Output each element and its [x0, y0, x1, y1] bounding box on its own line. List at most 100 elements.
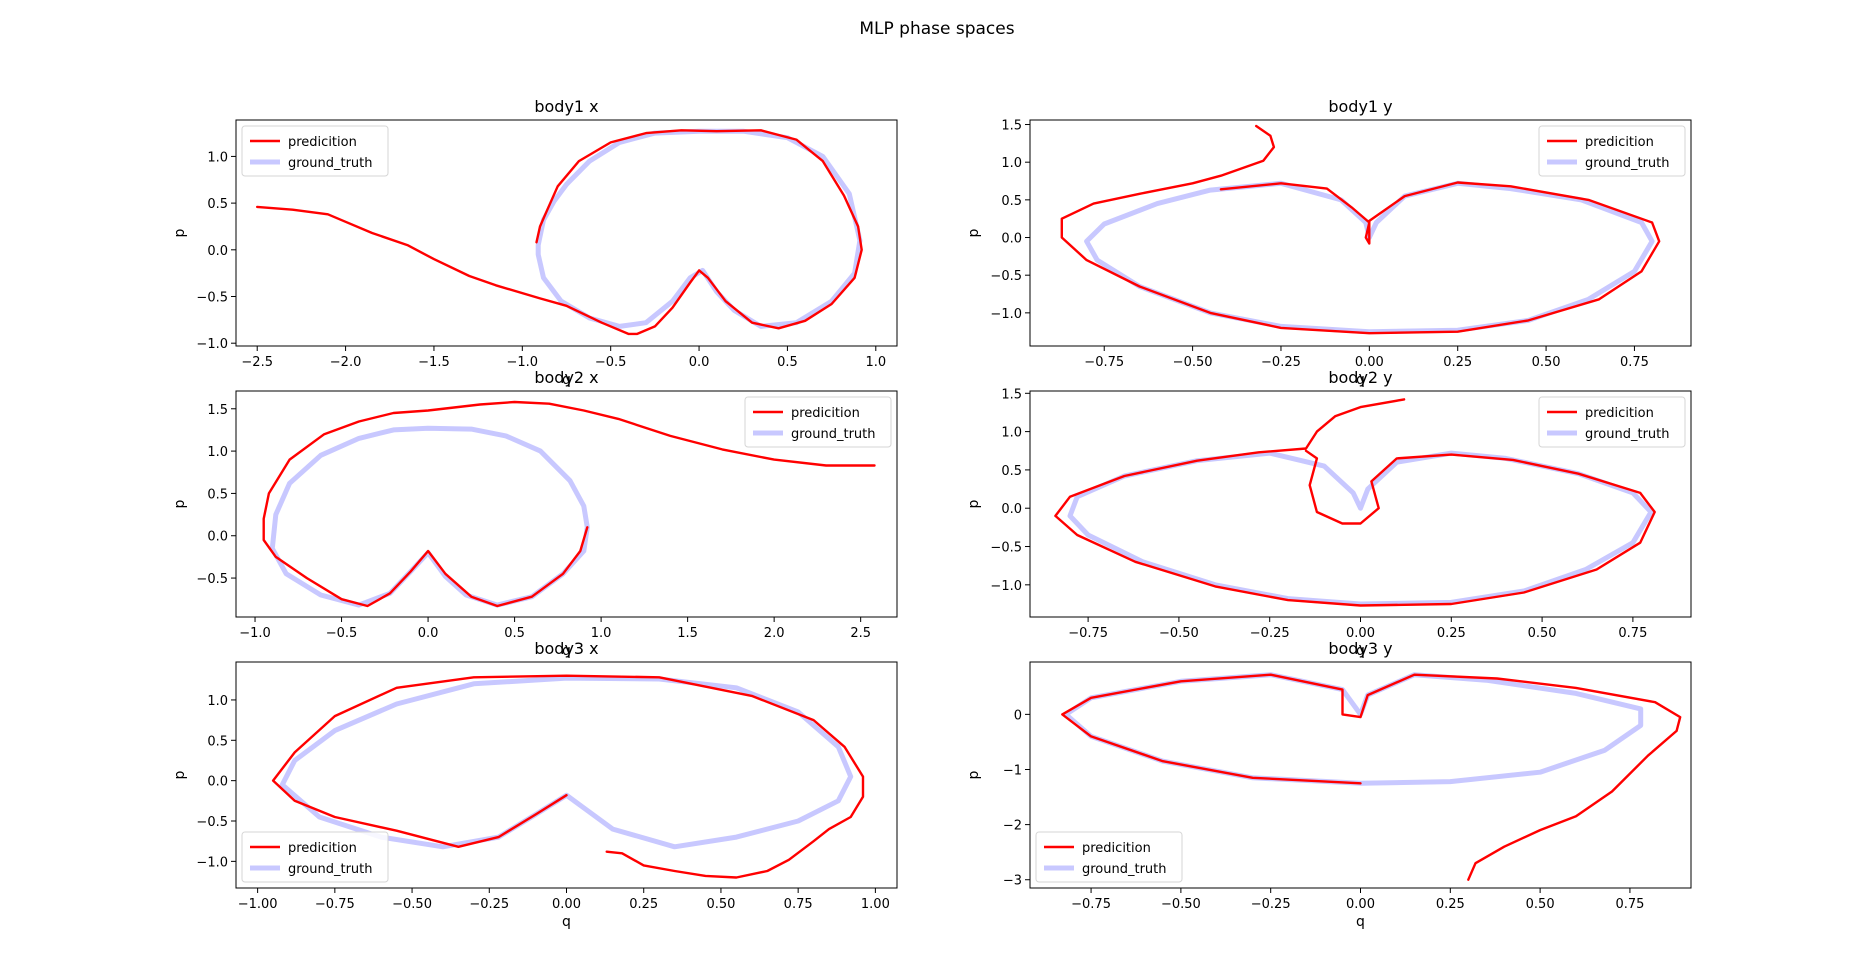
x-tick-label: 0.75 — [784, 897, 813, 912]
subplot-title: body1 x — [534, 97, 598, 116]
y-tick-label: 0 — [1014, 708, 1022, 723]
y-tick-label: 1.5 — [1001, 387, 1022, 402]
axes-frame — [235, 390, 898, 618]
x-tick-label: 0.75 — [1615, 897, 1644, 912]
y-tick-label: 1.5 — [1001, 119, 1022, 134]
prediction-line — [1061, 673, 1682, 881]
y-tick-label: 0.5 — [207, 734, 228, 749]
axes-frame — [235, 119, 898, 347]
legend-prediction-label: predicition — [1585, 135, 1654, 150]
y-tick-label: 1.0 — [207, 445, 228, 460]
x-tick-label: 1.5 — [677, 626, 698, 641]
x-tick-label: −0.5 — [326, 626, 358, 641]
y-tick-label: 0.5 — [1001, 194, 1022, 209]
subplot-5: −1.00 −0.75 −0.50 −0.25 0.00 0.25 0.50 0.75 1.00… — [172, 639, 898, 930]
y-tick-label: 0.0 — [207, 244, 228, 259]
prediction-line — [262, 400, 876, 608]
y-axis-label: p — [172, 499, 188, 508]
y-tick-label: −1.0 — [196, 337, 228, 352]
y-tick-label: −0.5 — [990, 269, 1022, 284]
subplot-3: −1.0 −0.5 0.0 0.5 1.0 1.5 2.0 2.5 −0.5 0.0 0.5 1.0 1… — [172, 368, 898, 659]
prediction-line — [1054, 398, 1656, 607]
ground-truth-line — [279, 675, 854, 850]
x-axis-label: q — [1356, 643, 1365, 659]
x-tick-label: 0.50 — [1532, 355, 1561, 370]
x-tick-label: −0.25 — [1251, 897, 1291, 912]
data-lines — [256, 128, 863, 336]
ground-truth-line — [1063, 672, 1644, 786]
x-axis-label: q — [1356, 372, 1365, 388]
x-tick-label: 0.25 — [1436, 897, 1465, 912]
x-tick-label: −0.50 — [1173, 355, 1213, 370]
x-tick-label: 0.50 — [1528, 626, 1557, 641]
prediction-line — [271, 674, 865, 879]
subplot-title: body2 x — [534, 368, 598, 387]
x-tick-label: 0.0 — [418, 626, 439, 641]
x-tick-label: 1.0 — [591, 626, 612, 641]
x-tick-label: 1.0 — [865, 355, 886, 370]
legend-ground-truth-label: ground_truth — [1585, 427, 1670, 442]
ground-truth-line — [535, 128, 863, 329]
y-axis-label: p — [966, 228, 982, 237]
x-tick-label: −0.25 — [1250, 626, 1290, 641]
x-tick-label: −0.75 — [315, 897, 355, 912]
legend-ground-truth-label: ground_truth — [1585, 156, 1670, 171]
subplot-4: −0.75 −0.50 −0.25 0.00 0.25 0.50 0.75 −1.0 −0.5 0… — [966, 368, 1692, 659]
y-tick-label: 0.5 — [207, 487, 228, 502]
x-tick-label: 0.00 — [1346, 897, 1375, 912]
prediction-line — [1060, 124, 1661, 335]
y-tick-label: −0.5 — [196, 572, 228, 587]
y-tick-label: 0.5 — [1001, 464, 1022, 479]
x-tick-label: −2.0 — [330, 355, 362, 370]
y-tick-label: 0.5 — [207, 197, 228, 212]
x-tick-label: 2.5 — [850, 626, 871, 641]
data-lines — [271, 674, 865, 879]
legend-prediction-label: predicition — [791, 406, 860, 421]
x-tick-label: −0.50 — [392, 897, 432, 912]
y-axis-label: p — [966, 770, 982, 779]
y-tick-label: −1.0 — [990, 307, 1022, 322]
y-tick-label: 1.5 — [207, 403, 228, 418]
x-tick-label: 0.00 — [552, 897, 581, 912]
y-tick-label: 1.0 — [207, 694, 228, 709]
legend: predicition ground_truth — [744, 396, 892, 448]
x-tick-label: 2.0 — [764, 626, 785, 641]
x-tick-label: 0.25 — [1437, 626, 1466, 641]
y-tick-label: 1.0 — [207, 150, 228, 165]
x-tick-label: −0.25 — [1261, 355, 1301, 370]
y-tick-label: −1.0 — [990, 579, 1022, 594]
x-tick-label: −0.50 — [1159, 626, 1199, 641]
subplot-1: −2.5 −2.0 −1.5 −1.0 −0.5 0.0 0.5 1.0 −1.0 −0.5 0.0… — [172, 97, 898, 388]
legend-prediction-label: predicition — [288, 135, 357, 150]
y-tick-label: −3 — [1003, 874, 1022, 889]
subplot-title: body2 y — [1328, 368, 1392, 387]
subplot-title: body1 y — [1328, 97, 1392, 116]
x-tick-label: −1.5 — [418, 355, 450, 370]
y-tick-label: 1.0 — [1001, 156, 1022, 171]
x-tick-label: −2.5 — [241, 355, 273, 370]
y-axis-label: p — [172, 770, 188, 779]
subplot-title: body3 x — [534, 639, 598, 658]
y-tick-label: −0.5 — [196, 815, 228, 830]
legend: predicition ground_truth — [1538, 125, 1686, 177]
data-lines — [1060, 124, 1661, 335]
x-tick-label: 0.50 — [1526, 897, 1555, 912]
y-tick-label: −0.5 — [196, 291, 228, 306]
legend-ground-truth-label: ground_truth — [288, 862, 373, 877]
y-tick-label: 0.0 — [1001, 502, 1022, 517]
x-tick-label: −0.50 — [1161, 897, 1201, 912]
x-tick-label: −0.5 — [595, 355, 627, 370]
legend-prediction-label: predicition — [1585, 406, 1654, 421]
y-tick-label: −2 — [1003, 819, 1022, 834]
x-tick-label: −0.75 — [1084, 355, 1124, 370]
x-tick-label: 0.75 — [1620, 355, 1649, 370]
y-axis-label: p — [966, 499, 982, 508]
figure-title: MLP phase spaces — [859, 19, 1014, 39]
prediction-line — [256, 129, 863, 336]
data-lines — [1054, 398, 1656, 607]
x-tick-label: 1.00 — [861, 897, 890, 912]
x-axis-label: q — [562, 372, 571, 388]
legend-ground-truth-label: ground_truth — [791, 427, 876, 442]
legend-prediction-label: predicition — [1082, 841, 1151, 856]
x-tick-label: −1.0 — [239, 626, 271, 641]
